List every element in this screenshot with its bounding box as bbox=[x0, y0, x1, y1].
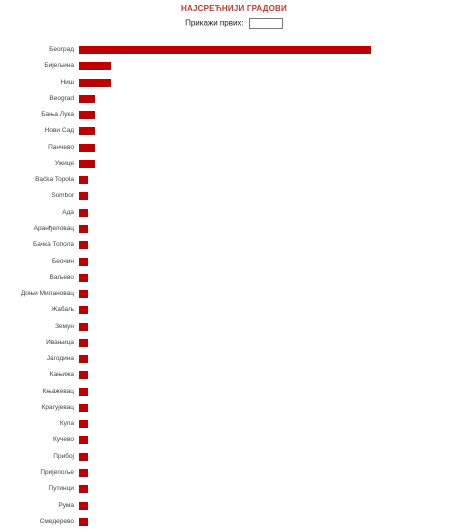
bar[interactable] bbox=[79, 78, 111, 87]
bar-row: Beograd bbox=[0, 94, 468, 104]
bar-row: Прибој bbox=[0, 452, 468, 462]
bar[interactable] bbox=[79, 403, 88, 412]
bar[interactable] bbox=[79, 208, 88, 217]
bar[interactable] bbox=[79, 257, 88, 266]
bar-label: Путинци bbox=[48, 485, 74, 493]
bar-row: Кучево bbox=[0, 435, 468, 445]
bar[interactable] bbox=[79, 127, 95, 136]
bar-label: Нови Сад bbox=[44, 127, 74, 135]
bar[interactable] bbox=[79, 192, 88, 201]
bar-label: Панчево bbox=[48, 143, 74, 151]
bar-row: Купа bbox=[0, 419, 468, 429]
bar[interactable] bbox=[79, 111, 95, 120]
bar-label: Beograd bbox=[49, 94, 74, 102]
bar[interactable] bbox=[79, 469, 88, 478]
bar-row: Београд bbox=[0, 45, 468, 55]
bar-label: Купа bbox=[59, 420, 74, 428]
bar-row: Sombor bbox=[0, 191, 468, 201]
bar-label: Рума bbox=[58, 501, 74, 509]
bar-row: Ада bbox=[0, 208, 468, 218]
bar[interactable] bbox=[79, 94, 95, 103]
bar-row: Ужице bbox=[0, 159, 468, 169]
bar-row: Бања Лука bbox=[0, 110, 468, 120]
bar[interactable] bbox=[79, 62, 111, 71]
bar-label: Жабаљ bbox=[51, 306, 74, 314]
bar[interactable] bbox=[79, 517, 88, 526]
bar[interactable] bbox=[79, 420, 88, 429]
bar[interactable] bbox=[79, 224, 88, 233]
bar[interactable] bbox=[79, 387, 88, 396]
bar[interactable] bbox=[79, 306, 88, 315]
bar-label: Ваљево bbox=[49, 273, 74, 281]
bar-label: Ниш bbox=[60, 78, 74, 86]
bar-label: Ивањица bbox=[46, 338, 74, 346]
bar-row: Панчево bbox=[0, 143, 468, 153]
top-n-input[interactable] bbox=[248, 18, 283, 29]
bar[interactable] bbox=[79, 176, 88, 185]
bar[interactable] bbox=[79, 371, 88, 380]
bar[interactable] bbox=[79, 485, 88, 494]
bar-row: Земун bbox=[0, 322, 468, 332]
bar-label: Аранђеловац bbox=[33, 224, 74, 232]
bar-label: Sombor bbox=[51, 192, 74, 200]
bar-row: Bačka Topola bbox=[0, 175, 468, 185]
bar[interactable] bbox=[79, 159, 95, 168]
top-n-label: Прикажи првих: bbox=[185, 18, 244, 28]
bar-label: Бања Лука bbox=[41, 111, 74, 119]
bar-row: Ивањица bbox=[0, 338, 468, 348]
bar-label: Ада bbox=[62, 208, 74, 216]
bar-label: Пријепоље bbox=[40, 469, 74, 477]
bar[interactable] bbox=[79, 338, 88, 347]
bar-label: Бијељина bbox=[44, 62, 74, 70]
bar-label: Кучево bbox=[52, 436, 74, 444]
bar-label: Бачка Топола bbox=[32, 241, 74, 249]
bar-label: Крагујевац bbox=[41, 403, 74, 411]
bar-row: Нови Сад bbox=[0, 126, 468, 136]
bar-row: Бачка Топола bbox=[0, 240, 468, 250]
bar-label: Прибој bbox=[53, 452, 74, 460]
bar-row: Јагодина bbox=[0, 354, 468, 364]
bar[interactable] bbox=[79, 46, 371, 54]
top-n-filter: Прикажи првих: bbox=[0, 18, 468, 29]
bar-row: Доњи Милановац bbox=[0, 289, 468, 299]
bar-row: Крагујевац bbox=[0, 403, 468, 413]
bar-label: Књажевац bbox=[42, 387, 74, 395]
bar[interactable] bbox=[79, 143, 95, 152]
bar[interactable] bbox=[79, 241, 88, 250]
bar-label: Јагодина bbox=[46, 355, 74, 363]
bar-row: Ваљево bbox=[0, 273, 468, 283]
bar[interactable] bbox=[79, 322, 88, 331]
bar-label: Ужице bbox=[54, 159, 74, 167]
bar-row: Бијељина bbox=[0, 61, 468, 71]
bar-row: Жабаљ bbox=[0, 305, 468, 315]
bar-label: Bačka Topola bbox=[35, 176, 74, 184]
bar[interactable] bbox=[79, 501, 88, 510]
bar-label: Кањижа bbox=[49, 371, 74, 379]
bar-row: Беочин bbox=[0, 257, 468, 267]
bar-label: Београд bbox=[49, 46, 74, 53]
bar-label: Смедерево bbox=[39, 517, 74, 525]
chart-title: НАЈСРЕЋНИЈИ ГРАДОВИ bbox=[181, 4, 287, 13]
bar[interactable] bbox=[79, 355, 88, 364]
bar-row: Кањижа bbox=[0, 370, 468, 380]
bar[interactable] bbox=[79, 273, 88, 282]
bar-row: Аранђеловац bbox=[0, 224, 468, 234]
bar[interactable] bbox=[79, 290, 88, 299]
bar[interactable] bbox=[79, 452, 88, 461]
bar-row: Пријепоље bbox=[0, 468, 468, 478]
bar-row: Смедерево bbox=[0, 517, 468, 527]
bar-row: Рума bbox=[0, 501, 468, 511]
bar-row: Књажевац bbox=[0, 387, 468, 397]
bar[interactable] bbox=[79, 436, 88, 445]
bar-label: Земун bbox=[55, 322, 74, 330]
bar-label: Беочин bbox=[52, 257, 74, 265]
bar-label: Доњи Милановац bbox=[20, 290, 74, 298]
bar-row: Путинци bbox=[0, 484, 468, 494]
bar-row: Ниш bbox=[0, 78, 468, 88]
